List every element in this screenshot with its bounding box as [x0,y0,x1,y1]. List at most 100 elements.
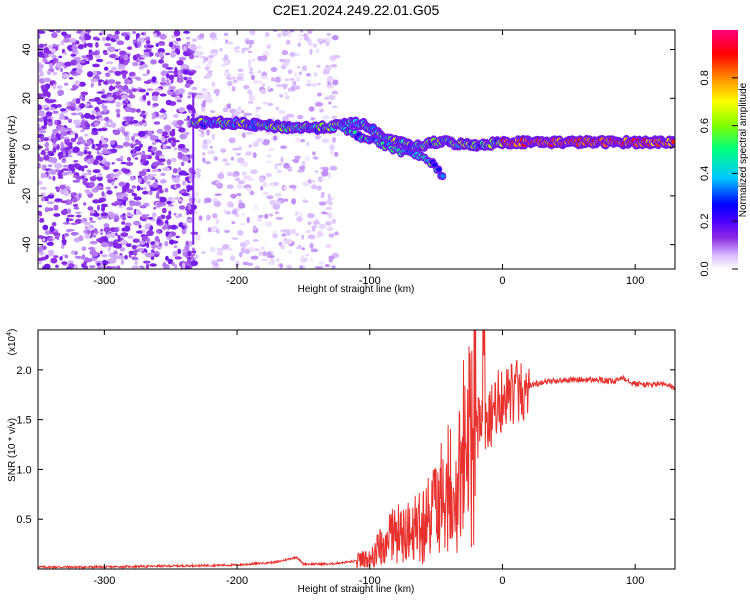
heatmap-cell [70,192,78,197]
heatmap-cell [209,32,217,39]
heatmap-cell [70,222,78,225]
heatmap-cell [228,77,232,81]
heatmap-cell [38,67,43,73]
spectrogram-frame [37,29,676,270]
heatmap-cell [151,152,155,156]
heatmap-cell [211,81,216,88]
heatmap-cell [101,238,108,241]
heatmap-cell [246,216,250,224]
heatmap-cell [98,117,104,122]
heatmap-cell [168,204,175,207]
heatmap-cell [222,107,229,113]
heatmap-cell [113,177,118,181]
heatmap-cell [268,148,275,152]
heatmap-cell [87,151,92,155]
heatmap-cell [213,52,218,56]
heatmap-cell [73,160,79,163]
heatmap-cell [275,83,284,88]
heatmap-cell [230,193,237,199]
heatmap-cell [116,265,121,269]
heatmap-cell [178,205,186,210]
heatmap-cell [314,170,319,173]
heatmap-cell [43,137,49,142]
heatmap-cell [125,243,132,248]
spectrogram-ylabel: Frequency (Hz) [7,116,18,185]
heatmap-cell [332,105,338,109]
heatmap-cell [44,148,50,151]
heatmap-cell [103,165,110,170]
heatmap-cell [297,65,300,69]
heatmap-cell [140,158,146,163]
heatmap-cell [277,163,283,166]
spectrogram-x-axis: -300 -200 -100 0 100 [93,30,644,287]
heatmap-cell [223,54,229,61]
heatmap-cell [127,235,134,239]
heatmap-cell [236,193,242,197]
heatmap-cell [68,77,74,80]
heatmap-cell [215,219,219,225]
heatmap-cell [258,214,263,219]
heatmap-cell [72,163,81,168]
heatmap-cell [170,157,177,163]
heatmap-cell [291,198,296,205]
heatmap-cell [145,263,150,269]
heatmap-cell [72,146,80,153]
heatmap-cell [260,185,264,191]
heatmap-cell [139,241,146,245]
heatmap-cell [169,130,176,137]
heatmap-cell [87,206,94,211]
heatmap-cell [94,121,100,127]
heatmap-cell [89,176,97,182]
heatmap-cell [75,98,81,104]
y-tick-label: 0.5 [16,514,31,526]
heatmap-cell [212,265,220,269]
heatmap-cell [112,252,119,255]
heatmap-cell [131,152,138,157]
heatmap-cell [79,103,86,109]
heatmap-cell [123,96,129,100]
heatmap-cell [101,36,106,41]
heatmap-cell [132,220,141,226]
heatmap-cell [270,66,278,72]
heatmap-cell [176,119,184,126]
heatmap-cell [96,58,104,63]
heatmap-cell [136,37,144,43]
heatmap-cell [306,79,312,84]
heatmap-cell [170,52,176,58]
heatmap-cell [101,149,109,154]
heatmap-cell [297,42,301,47]
heatmap-cell [134,260,138,265]
heatmap-cell [274,163,279,170]
heatmap-cell [38,215,41,221]
heatmap-cell [331,57,335,60]
heatmap-cell [103,66,109,71]
heatmap-cell [249,67,253,71]
heatmap-cell [226,184,234,189]
heatmap-cell [63,37,70,43]
heatmap-cell [283,198,289,202]
heatmap-cell [172,168,178,174]
heatmap-cell [298,244,301,248]
heatmap-cell [205,73,212,78]
heatmap-cell [201,106,206,112]
heatmap-cell [100,212,109,217]
heatmap-cell [280,156,284,163]
heatmap-cell [81,97,86,102]
heatmap-cell [285,95,290,100]
heatmap-cell [109,213,115,220]
heatmap-cell [287,87,292,92]
heatmap-cell [305,254,309,257]
heatmap-cell [62,164,69,168]
heatmap-cell [301,160,306,168]
heatmap-cell [266,195,274,200]
heatmap-cell [186,121,191,127]
heatmap-cell [72,203,79,208]
heatmap-cell [126,157,132,162]
heatmap-cell [184,264,190,269]
heatmap-cell [47,237,53,242]
heatmap-cell [112,33,119,40]
heatmap-cell [124,78,129,85]
heatmap-cell [171,141,176,148]
heatmap-cell [187,76,192,80]
heatmap-cell [225,39,229,44]
